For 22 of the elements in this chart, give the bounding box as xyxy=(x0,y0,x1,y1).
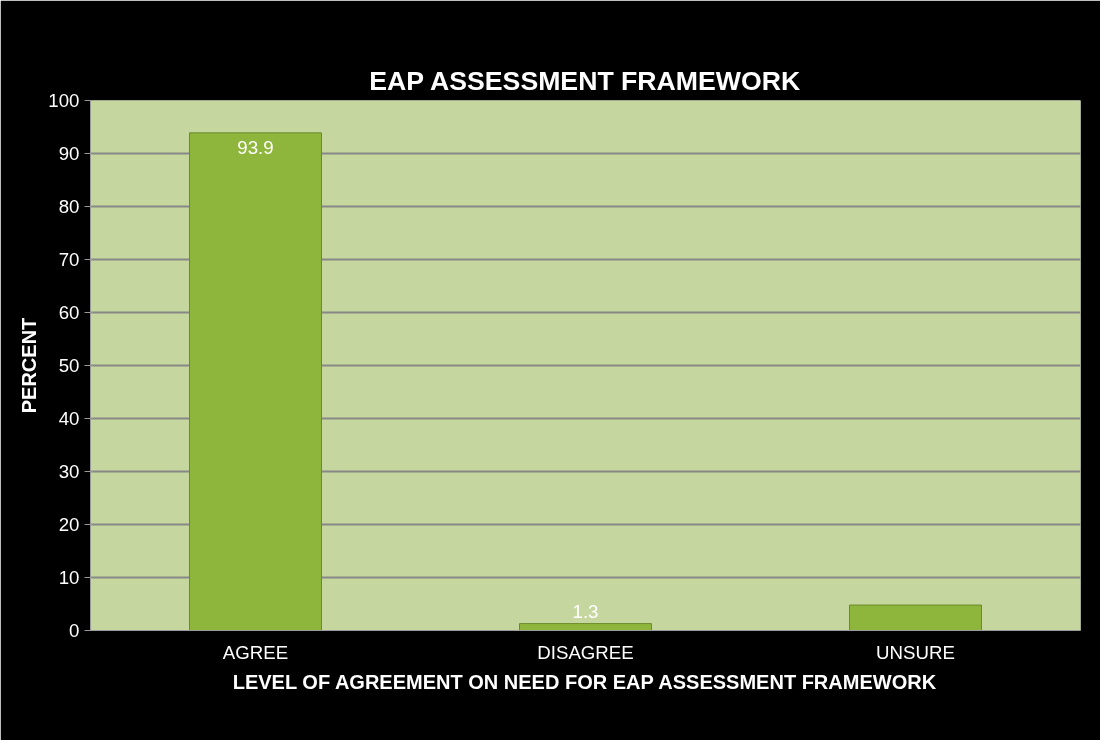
y-tick-label: 0 xyxy=(69,620,80,641)
y-tick-label: 40 xyxy=(58,408,80,429)
y-tick-label: 60 xyxy=(58,302,80,323)
bar xyxy=(189,132,322,631)
x-axis-title: LEVEL OF AGREEMENT ON NEED FOR EAP ASSESSMENT FRAMEWORK xyxy=(232,670,937,693)
bar xyxy=(849,604,982,631)
y-tick-label: 70 xyxy=(58,249,80,270)
y-tick-label: 100 xyxy=(48,90,80,111)
y-tick-label: 10 xyxy=(58,567,80,588)
data-label: 1.3 xyxy=(572,600,599,622)
y-tick-label: 20 xyxy=(58,514,80,535)
y-tick-label: 30 xyxy=(58,461,80,482)
chart-title: EAP ASSESSMENT FRAMEWORK xyxy=(369,65,801,96)
x-tick-label: UNSURE xyxy=(876,641,955,663)
y-tick-label: 80 xyxy=(58,196,80,217)
y-axis-title: PERCENT xyxy=(18,317,41,414)
data-label: 93.9 xyxy=(237,136,274,158)
x-tick-label: DISAGREE xyxy=(537,641,634,663)
bar xyxy=(519,623,652,631)
y-tick-label: 90 xyxy=(58,143,80,164)
y-tick-label: 50 xyxy=(58,355,80,376)
x-tick-label: AGREE xyxy=(222,641,289,663)
